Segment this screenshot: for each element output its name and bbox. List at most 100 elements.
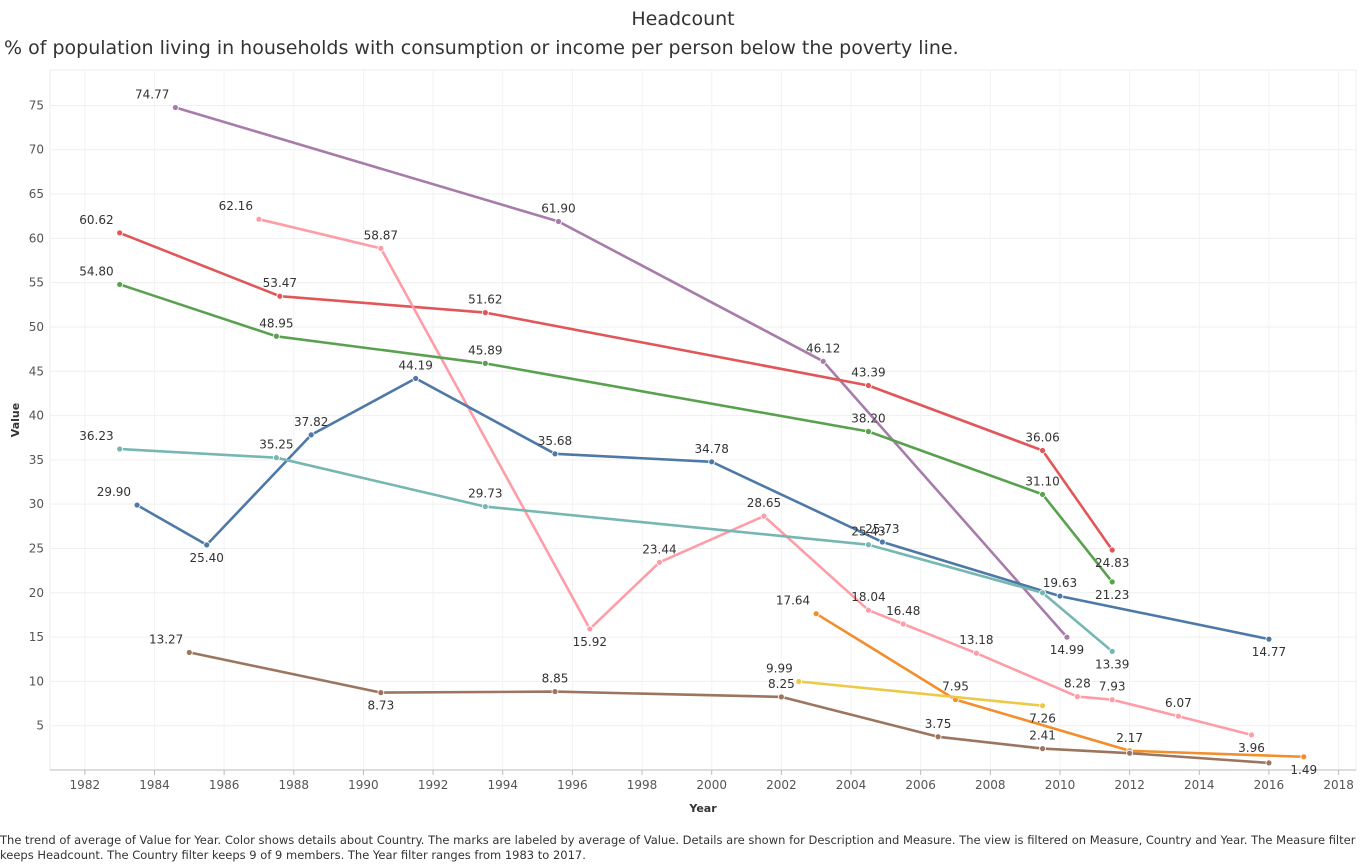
y-tick-label: 45 (29, 364, 44, 378)
y-tick-label: 30 (29, 497, 44, 511)
x-tick-label: 2008 (975, 778, 1006, 792)
data-label: 7.26 (1029, 712, 1056, 726)
data-point[interactable] (185, 649, 193, 656)
data-label: 1.49 (1290, 763, 1317, 777)
series-line-1 (174, 106, 1069, 639)
data-point[interactable] (1039, 491, 1046, 498)
data-point[interactable] (116, 445, 124, 453)
data-point[interactable] (1039, 447, 1046, 454)
data-point[interactable] (133, 501, 141, 509)
data-point[interactable] (865, 541, 872, 549)
data-point[interactable] (307, 431, 315, 439)
data-label: 46.12 (806, 341, 840, 355)
data-point[interactable] (1108, 647, 1116, 655)
data-point[interactable] (865, 428, 872, 435)
x-tick-label: 2010 (1045, 778, 1076, 792)
data-point[interactable] (377, 689, 385, 697)
data-point[interactable] (812, 610, 820, 618)
data-point[interactable] (481, 359, 489, 367)
data-point[interactable] (255, 215, 263, 223)
data-point[interactable] (551, 450, 559, 458)
data-point[interactable] (586, 625, 594, 633)
data-label: 53.47 (263, 276, 297, 290)
chart-footer: The trend of average of Value for Year. … (0, 833, 1356, 862)
data-point[interactable] (481, 309, 489, 317)
data-label: 7.95 (942, 680, 969, 694)
data-point[interactable] (555, 218, 562, 225)
data-label: 2.41 (1029, 729, 1056, 743)
x-tick-label: 1988 (279, 778, 310, 792)
data-point[interactable] (1248, 731, 1255, 739)
grid-layer (49, 69, 1357, 771)
y-tick-label: 10 (29, 674, 44, 688)
data-label: 61.90 (541, 202, 575, 216)
x-tick-label: 2018 (1323, 778, 1354, 792)
data-point[interactable] (1039, 702, 1046, 710)
data-point[interactable] (1174, 712, 1182, 720)
data-label: 36.23 (79, 429, 113, 443)
data-point[interactable] (1265, 635, 1273, 643)
data-label: 13.39 (1095, 657, 1129, 671)
data-point[interactable] (1039, 745, 1046, 753)
data-label: 23.44 (642, 542, 676, 556)
x-tick-label: 1986 (209, 778, 240, 792)
data-point[interactable] (760, 512, 768, 520)
x-tick-label: 2016 (1254, 778, 1285, 792)
data-point[interactable] (377, 244, 385, 252)
data-label: 7.93 (1099, 680, 1126, 694)
data-point[interactable] (1265, 759, 1273, 767)
data-label: 17.64 (776, 594, 810, 608)
data-point[interactable] (972, 649, 980, 657)
data-point[interactable] (481, 503, 489, 510)
y-tick-label: 60 (29, 231, 44, 245)
data-point[interactable] (1108, 696, 1116, 704)
data-point[interactable] (865, 382, 872, 389)
y-tick-label: 20 (29, 586, 44, 600)
x-tick-label: 2006 (905, 778, 936, 792)
data-point[interactable] (272, 332, 280, 340)
chart-subtitle: % of population living in households wit… (4, 37, 959, 59)
data-label: 19.63 (1043, 576, 1077, 590)
data-point[interactable] (1056, 592, 1064, 600)
data-point[interactable] (656, 558, 663, 566)
data-point[interactable] (819, 357, 827, 365)
data-point[interactable] (795, 678, 803, 685)
data-point[interactable] (551, 688, 559, 695)
data-point[interactable] (171, 104, 179, 111)
x-tick-label: 1990 (348, 778, 379, 792)
data-label: 60.62 (79, 213, 113, 227)
data-point[interactable] (1073, 693, 1081, 701)
axis-layer: 5 10 15 20 25 30 35 40 45 50 55 60 65 70 75 1982 1984 198… (29, 98, 1356, 792)
data-point[interactable] (116, 229, 124, 237)
data-point[interactable] (1300, 753, 1308, 761)
data-point[interactable] (1108, 578, 1116, 586)
data-label: 29.90 (97, 485, 131, 499)
x-tick-label: 1984 (139, 778, 170, 792)
data-label: 13.27 (149, 632, 183, 646)
series-line-2 (118, 231, 1114, 552)
data-point[interactable] (272, 454, 280, 462)
data-label: 62.16 (219, 199, 253, 213)
data-label: 44.19 (399, 358, 433, 372)
data-point[interactable] (934, 733, 942, 741)
data-point[interactable] (1126, 749, 1134, 757)
data-point[interactable] (116, 281, 124, 288)
data-point[interactable] (777, 693, 785, 701)
data-point[interactable] (1039, 589, 1046, 597)
data-label: 8.85 (542, 672, 569, 686)
data-point[interactable] (878, 538, 886, 546)
data-point[interactable] (899, 620, 907, 628)
data-point[interactable] (412, 375, 420, 382)
data-point[interactable] (1108, 546, 1116, 554)
data-point[interactable] (203, 541, 211, 549)
data-label: 38.20 (851, 412, 885, 426)
data-point[interactable] (1063, 633, 1071, 641)
data-label: 16.48 (886, 604, 920, 618)
data-point[interactable] (276, 292, 284, 300)
data-point[interactable] (708, 458, 716, 466)
data-point[interactable] (865, 606, 872, 614)
y-tick-label: 70 (29, 143, 44, 157)
y-axis-title: Value (9, 403, 22, 437)
data-label: 8.28 (1064, 677, 1091, 691)
data-label: 36.06 (1025, 430, 1059, 444)
